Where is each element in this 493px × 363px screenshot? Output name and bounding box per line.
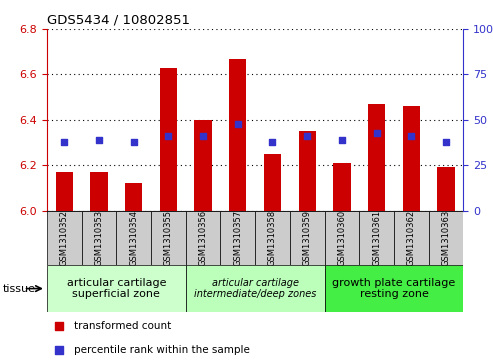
Text: GDS5434 / 10802851: GDS5434 / 10802851 — [47, 13, 190, 26]
Bar — [47, 265, 186, 312]
Point — [442, 139, 450, 145]
Point — [55, 323, 63, 329]
Point — [303, 133, 311, 139]
Point — [164, 133, 172, 139]
Text: GSM1310358: GSM1310358 — [268, 210, 277, 266]
Point — [60, 139, 68, 145]
Text: GSM1310354: GSM1310354 — [129, 210, 138, 266]
Bar — [47, 211, 81, 265]
Point — [234, 122, 242, 127]
Bar — [194, 120, 211, 211]
Text: GSM1310357: GSM1310357 — [233, 210, 242, 266]
Text: GSM1310359: GSM1310359 — [303, 210, 312, 266]
Point — [269, 139, 277, 145]
Point — [55, 347, 63, 353]
Text: GSM1310353: GSM1310353 — [94, 210, 104, 266]
Text: articular cartilage
superficial zone: articular cartilage superficial zone — [67, 278, 166, 299]
Text: tissue: tissue — [2, 284, 35, 294]
Bar — [394, 211, 429, 265]
Text: GSM1310356: GSM1310356 — [199, 210, 208, 266]
Point — [407, 133, 415, 139]
Bar — [264, 154, 281, 211]
Text: GSM1310352: GSM1310352 — [60, 210, 69, 266]
Point — [130, 139, 138, 145]
Bar — [125, 183, 142, 211]
Bar — [324, 265, 463, 312]
Bar — [429, 211, 463, 265]
Bar — [116, 211, 151, 265]
Text: transformed count: transformed count — [74, 321, 171, 331]
Text: growth plate cartilage
resting zone: growth plate cartilage resting zone — [332, 278, 456, 299]
Bar — [90, 172, 107, 211]
Bar — [359, 211, 394, 265]
Point — [199, 133, 207, 139]
Bar — [229, 58, 246, 211]
Text: GSM1310363: GSM1310363 — [442, 210, 451, 266]
Point — [373, 130, 381, 136]
Bar — [299, 131, 316, 211]
Bar — [220, 211, 255, 265]
Bar — [56, 172, 73, 211]
Bar — [290, 211, 324, 265]
Bar — [151, 211, 186, 265]
Bar — [403, 106, 420, 211]
Bar — [81, 211, 116, 265]
Bar — [324, 211, 359, 265]
Bar — [186, 211, 220, 265]
Text: percentile rank within the sample: percentile rank within the sample — [74, 345, 250, 355]
Bar — [186, 265, 324, 312]
Bar — [333, 163, 351, 211]
Point — [95, 137, 103, 143]
Point — [338, 137, 346, 143]
Text: GSM1310361: GSM1310361 — [372, 210, 381, 266]
Bar — [160, 68, 177, 211]
Text: articular cartilage
intermediate/deep zones: articular cartilage intermediate/deep zo… — [194, 278, 317, 299]
Bar — [368, 104, 386, 211]
Bar — [255, 211, 290, 265]
Text: GSM1310355: GSM1310355 — [164, 210, 173, 266]
Text: GSM1310362: GSM1310362 — [407, 210, 416, 266]
Text: GSM1310360: GSM1310360 — [337, 210, 347, 266]
Bar — [437, 167, 455, 211]
